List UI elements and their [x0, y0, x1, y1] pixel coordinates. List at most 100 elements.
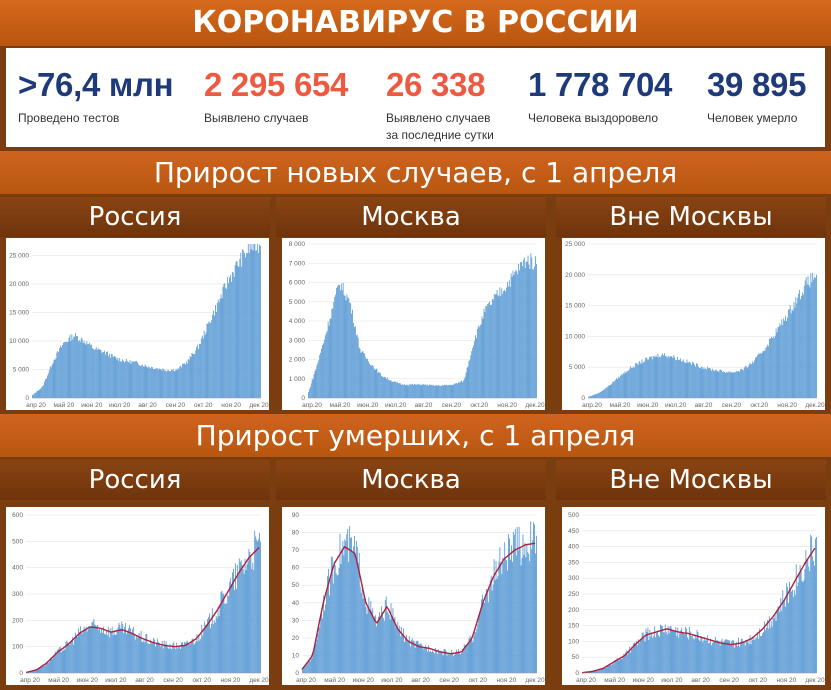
bar	[170, 648, 172, 673]
bar	[419, 644, 421, 673]
bar	[459, 654, 461, 673]
bar	[81, 633, 83, 673]
bar	[683, 361, 685, 398]
bar	[492, 584, 494, 673]
bar	[466, 645, 468, 673]
y-tick-label: 100	[12, 644, 23, 651]
bar	[475, 632, 477, 673]
bar	[615, 661, 617, 673]
bar	[771, 626, 773, 673]
bar	[456, 383, 458, 398]
bar	[611, 383, 613, 398]
bar	[761, 352, 763, 398]
bar	[753, 362, 755, 398]
bar	[235, 588, 237, 673]
bar	[609, 385, 611, 398]
bar	[358, 552, 360, 673]
bar	[391, 618, 393, 673]
bar	[368, 597, 370, 673]
bar	[197, 641, 199, 673]
bar	[464, 645, 466, 673]
bar	[755, 638, 757, 673]
bar	[354, 552, 356, 673]
bar	[754, 640, 756, 673]
bar	[256, 539, 258, 673]
bar	[252, 250, 254, 398]
bar	[809, 287, 811, 398]
bar	[307, 661, 309, 673]
bar	[225, 287, 227, 398]
bar	[417, 383, 419, 398]
bar	[643, 637, 645, 673]
bar	[181, 642, 182, 673]
bar	[80, 633, 82, 673]
bar	[175, 369, 177, 398]
bar	[664, 355, 666, 398]
bar	[205, 624, 207, 673]
bar	[202, 635, 204, 673]
bar	[533, 522, 535, 673]
bar	[807, 559, 809, 673]
bar	[136, 360, 138, 398]
bar	[794, 594, 796, 673]
bar	[334, 296, 336, 398]
bar	[178, 646, 180, 673]
bar	[154, 639, 155, 673]
bar	[328, 568, 329, 673]
bar	[766, 620, 768, 673]
bar	[625, 372, 627, 398]
bar	[763, 350, 765, 398]
bar	[446, 655, 448, 673]
bar	[514, 528, 516, 673]
bar	[168, 649, 170, 673]
x-tick-label: авг 20	[691, 677, 710, 684]
bar	[772, 336, 774, 398]
bar	[813, 279, 815, 398]
bar	[522, 259, 524, 398]
x-tick-label: апр 20	[20, 677, 40, 684]
bar	[680, 361, 682, 398]
bar	[179, 647, 181, 673]
bar	[382, 617, 384, 673]
bar	[646, 631, 648, 673]
y-tick-label: 2 000	[289, 357, 306, 364]
bar	[603, 389, 605, 398]
bar	[638, 360, 640, 398]
bar	[304, 664, 306, 673]
bar	[235, 563, 236, 673]
bar	[182, 363, 183, 398]
bar	[302, 667, 304, 673]
bar	[445, 385, 446, 398]
bar	[36, 669, 38, 673]
bar	[186, 640, 188, 673]
bar	[70, 641, 72, 673]
y-tick-label: 200	[568, 607, 579, 614]
bar	[123, 633, 125, 673]
bar	[157, 369, 159, 398]
bar	[85, 344, 87, 398]
bar	[159, 369, 161, 398]
bar	[646, 357, 648, 398]
x-tick-label: окт 20	[468, 677, 487, 684]
bar	[310, 383, 312, 398]
x-tick-label: июл 20	[381, 677, 403, 684]
bar	[208, 613, 210, 673]
bar	[617, 658, 619, 673]
y-tick-label: 600	[12, 512, 23, 519]
bar	[512, 531, 514, 673]
bar	[624, 654, 626, 673]
bar	[748, 365, 750, 398]
bar	[684, 362, 686, 398]
bar	[196, 346, 198, 398]
bar	[687, 362, 689, 398]
bar	[212, 314, 214, 398]
bar	[221, 298, 223, 398]
bar	[105, 630, 107, 673]
bar	[434, 385, 436, 398]
bar	[330, 556, 332, 673]
bar	[93, 348, 94, 398]
bar	[607, 666, 608, 673]
bar	[623, 653, 625, 673]
bar	[744, 645, 746, 673]
bar	[44, 381, 46, 398]
